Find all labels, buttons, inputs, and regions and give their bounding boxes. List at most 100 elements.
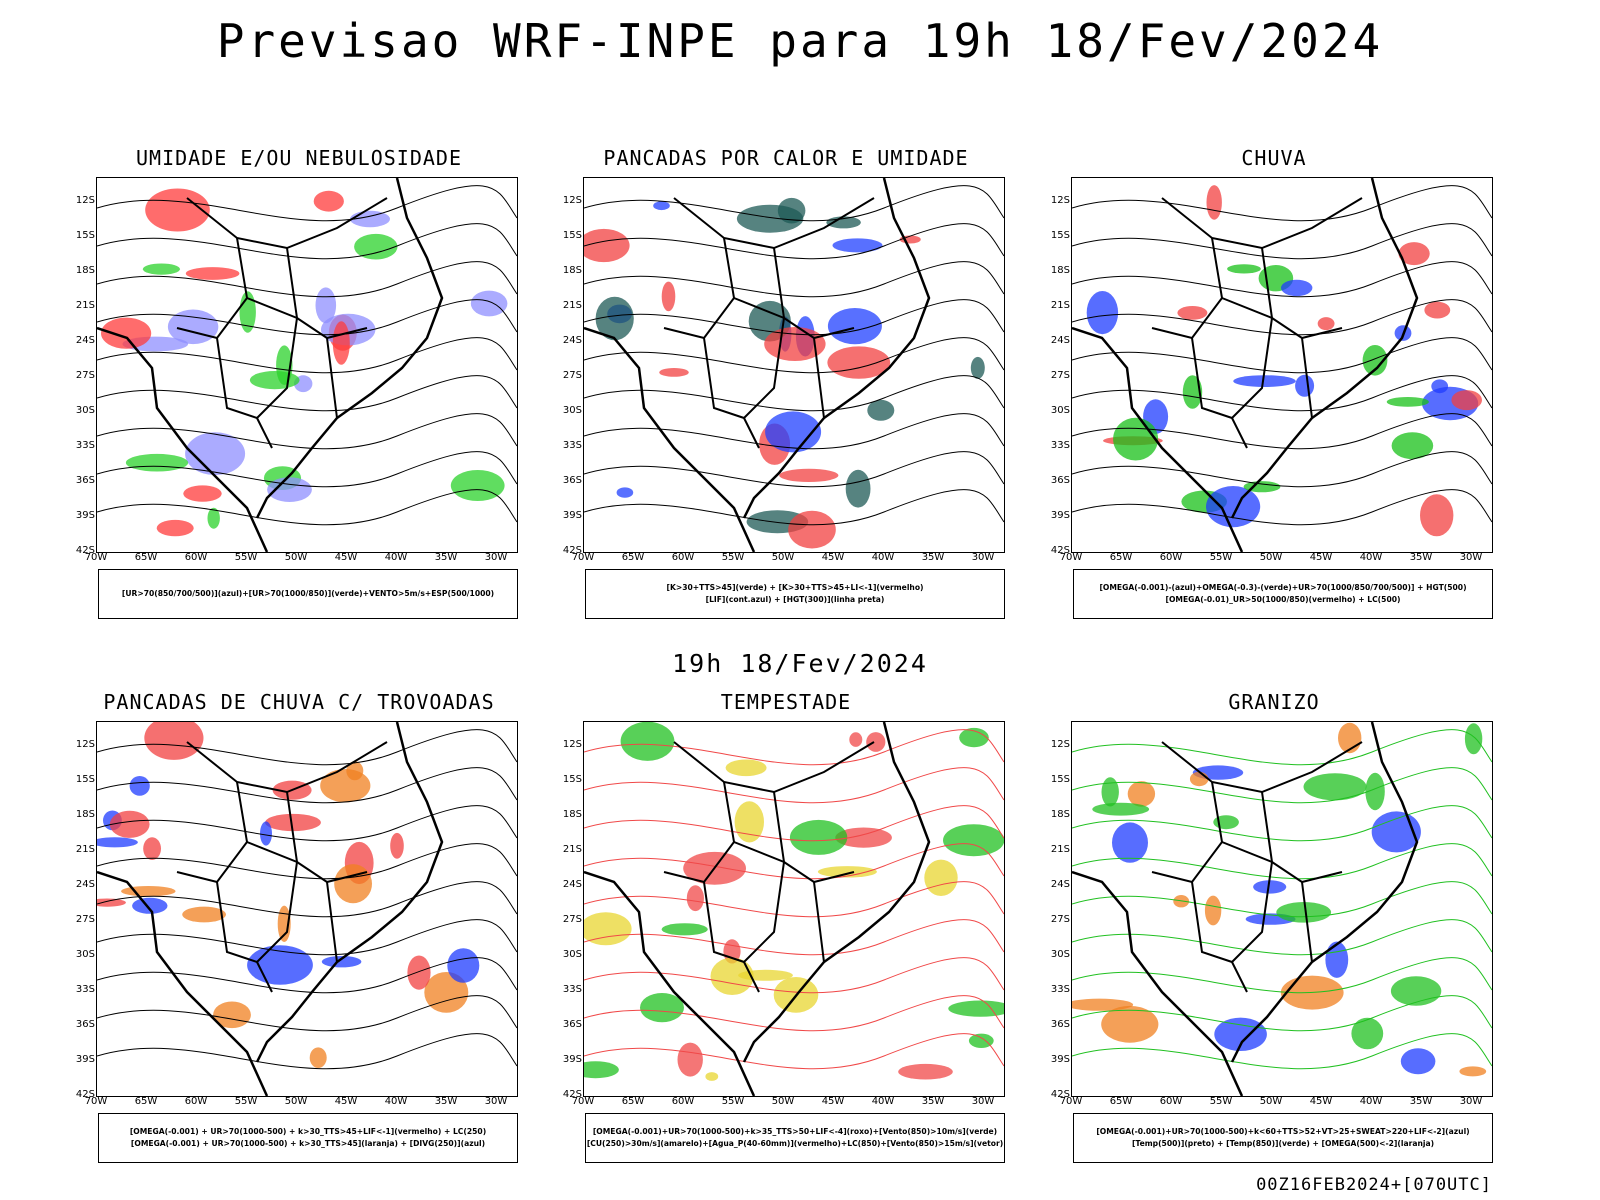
field-area xyxy=(1113,417,1159,461)
forecast-map xyxy=(1071,721,1493,1097)
field-area xyxy=(736,204,804,233)
contour-line xyxy=(1072,261,1492,298)
lon-tick-label: 60W xyxy=(671,552,695,563)
field-area xyxy=(142,263,180,275)
lat-tick-label: 21S xyxy=(1050,844,1070,855)
lon-tick-label: 50W xyxy=(1259,552,1283,563)
legend-line: [OMEGA(-0.01)_UR>50(1000/850)(vermelho) … xyxy=(1165,595,1401,604)
contour-line xyxy=(584,299,1004,336)
panel-title: UMIDADE E/OU NEBULOSIDADE xyxy=(135,146,463,170)
field-area xyxy=(849,732,863,747)
lat-tick-label: 42S xyxy=(1050,1089,1070,1100)
field-area xyxy=(424,972,469,1013)
lon-tick-label: 70W xyxy=(1059,1096,1083,1107)
field-area xyxy=(1233,375,1296,387)
lon-tick-label: 60W xyxy=(184,552,208,563)
lat-tick-label: 18S xyxy=(1050,265,1070,276)
field-area xyxy=(156,519,194,537)
legend-box: [OMEGA(-0.001)+UR>70(1000-500)+k>35_TTS>… xyxy=(585,1113,1005,1163)
field-area xyxy=(640,993,684,1023)
legend-line: [OMEGA(-0.001) + UR>70(1000-500) + k>30_… xyxy=(129,1127,487,1136)
contour-line xyxy=(97,489,517,526)
lat-tick-label: 42S xyxy=(562,1089,582,1100)
legend-line: [OMEGA(-0.001)-(azul)+OMEGA(-0.3)-(verde… xyxy=(1099,583,1467,592)
contour-line xyxy=(1072,957,1492,994)
forecast-map xyxy=(583,721,1005,1097)
lon-tick-label: 30W xyxy=(971,1096,995,1107)
lon-tick-label: 55W xyxy=(234,552,258,563)
legend-box: [UR>70(850/700/500)](azul)+[UR>70(1000/8… xyxy=(98,569,518,619)
lon-tick-label: 35W xyxy=(1409,552,1433,563)
field-area xyxy=(320,769,371,803)
field-area xyxy=(470,290,508,317)
field-area xyxy=(968,1033,994,1048)
field-area xyxy=(677,1042,703,1077)
lon-tick-label: 45W xyxy=(1309,552,1333,563)
field-area xyxy=(1227,264,1261,274)
lon-tick-label: 60W xyxy=(1159,552,1183,563)
field-area xyxy=(1182,375,1203,409)
lon-tick-label: 45W xyxy=(821,552,845,563)
contour-line xyxy=(97,767,517,804)
lon-tick-label: 30W xyxy=(971,552,995,563)
field-area xyxy=(1295,374,1315,397)
field-area xyxy=(898,1063,953,1080)
field-area xyxy=(121,886,176,897)
field-area xyxy=(1204,895,1222,926)
lon-tick-label: 30W xyxy=(1459,552,1483,563)
contour-line xyxy=(1072,451,1492,488)
legend-box: [OMEGA(-0.001) + UR>70(1000-500) + k>30_… xyxy=(98,1113,518,1163)
state-border xyxy=(176,237,249,340)
lat-tick-label: 21S xyxy=(75,844,95,855)
lat-tick-label: 18S xyxy=(562,265,582,276)
field-area xyxy=(943,824,1004,857)
field-area xyxy=(167,309,219,345)
lat-tick-label: 33S xyxy=(562,984,582,995)
contour-line xyxy=(1072,375,1492,412)
lon-tick-label: 55W xyxy=(1209,552,1233,563)
contour-line xyxy=(584,957,1004,994)
lat-tick-label: 42S xyxy=(562,545,582,556)
lon-tick-label: 70W xyxy=(1059,552,1083,563)
lat-tick-label: 21S xyxy=(562,844,582,855)
contour-line xyxy=(97,729,517,766)
field-area xyxy=(1351,1017,1384,1050)
field-area xyxy=(710,957,754,995)
lon-tick-label: 45W xyxy=(1309,1096,1333,1107)
contour-line xyxy=(97,261,517,298)
contour-line xyxy=(97,995,517,1032)
field-area xyxy=(1362,345,1388,376)
contour-line xyxy=(97,843,517,880)
lon-tick-label: 55W xyxy=(1209,1096,1233,1107)
contour-line xyxy=(1072,843,1492,880)
contour-line xyxy=(584,223,1004,260)
lon-tick-label: 50W xyxy=(284,1096,308,1107)
lon-tick-label: 60W xyxy=(671,1096,695,1107)
contour-line xyxy=(584,261,1004,298)
field-area xyxy=(145,188,210,232)
field-area xyxy=(1303,773,1367,801)
legend-box: [OMEGA(-0.001)-(azul)+OMEGA(-0.3)-(verde… xyxy=(1073,569,1493,619)
state-border xyxy=(246,297,299,419)
lon-tick-label: 70W xyxy=(571,552,595,563)
forecast-map xyxy=(583,177,1005,553)
lat-tick-label: 42S xyxy=(75,1089,95,1100)
panel-title: TEMPESTADE xyxy=(720,690,852,714)
field-area xyxy=(309,1047,327,1068)
forecast-map xyxy=(1071,177,1493,553)
coastline xyxy=(1072,178,1419,552)
field-area xyxy=(659,368,689,377)
field-area xyxy=(1276,902,1332,923)
state-border xyxy=(703,337,760,449)
field-area xyxy=(705,1072,719,1081)
field-area xyxy=(109,810,150,838)
field-area xyxy=(1092,802,1150,816)
field-area xyxy=(1459,1066,1487,1077)
contour-line xyxy=(97,805,517,842)
lon-tick-label: 35W xyxy=(921,552,945,563)
coastline xyxy=(97,178,444,552)
contour-line xyxy=(97,919,517,956)
field-area xyxy=(788,510,836,549)
lon-tick-label: 40W xyxy=(871,1096,895,1107)
field-area xyxy=(354,233,398,260)
